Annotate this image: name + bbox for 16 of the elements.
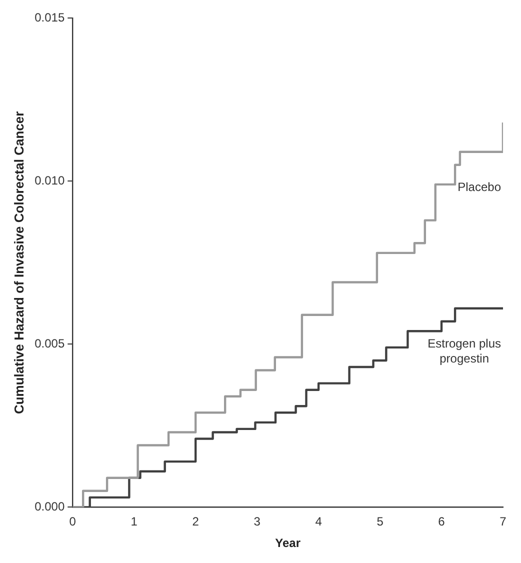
x-tick-label: 1 [130, 514, 138, 529]
y-tick-label: 0.000 [34, 500, 65, 514]
x-tick-label: 6 [438, 514, 446, 529]
x-tick-label: 4 [315, 514, 322, 529]
x-tick-label: 0 [69, 514, 76, 529]
x-tick-label: 7 [500, 514, 507, 529]
y-tick-label: 0.010 [34, 174, 65, 188]
x-tick-label: 3 [254, 514, 261, 529]
series-label: Placebo [458, 180, 502, 194]
y-axis-title: Cumulative Hazard of Invasive Colorectal Cancer [11, 111, 26, 414]
x-tick-label: 5 [376, 514, 384, 529]
x-tick-label: 2 [192, 514, 200, 529]
y-tick-label: 0.005 [34, 336, 65, 351]
series-label: Estrogen plus progestin [428, 336, 502, 366]
y-tick-label: 0.015 [34, 10, 65, 25]
x-axis-title: Year [275, 536, 301, 550]
